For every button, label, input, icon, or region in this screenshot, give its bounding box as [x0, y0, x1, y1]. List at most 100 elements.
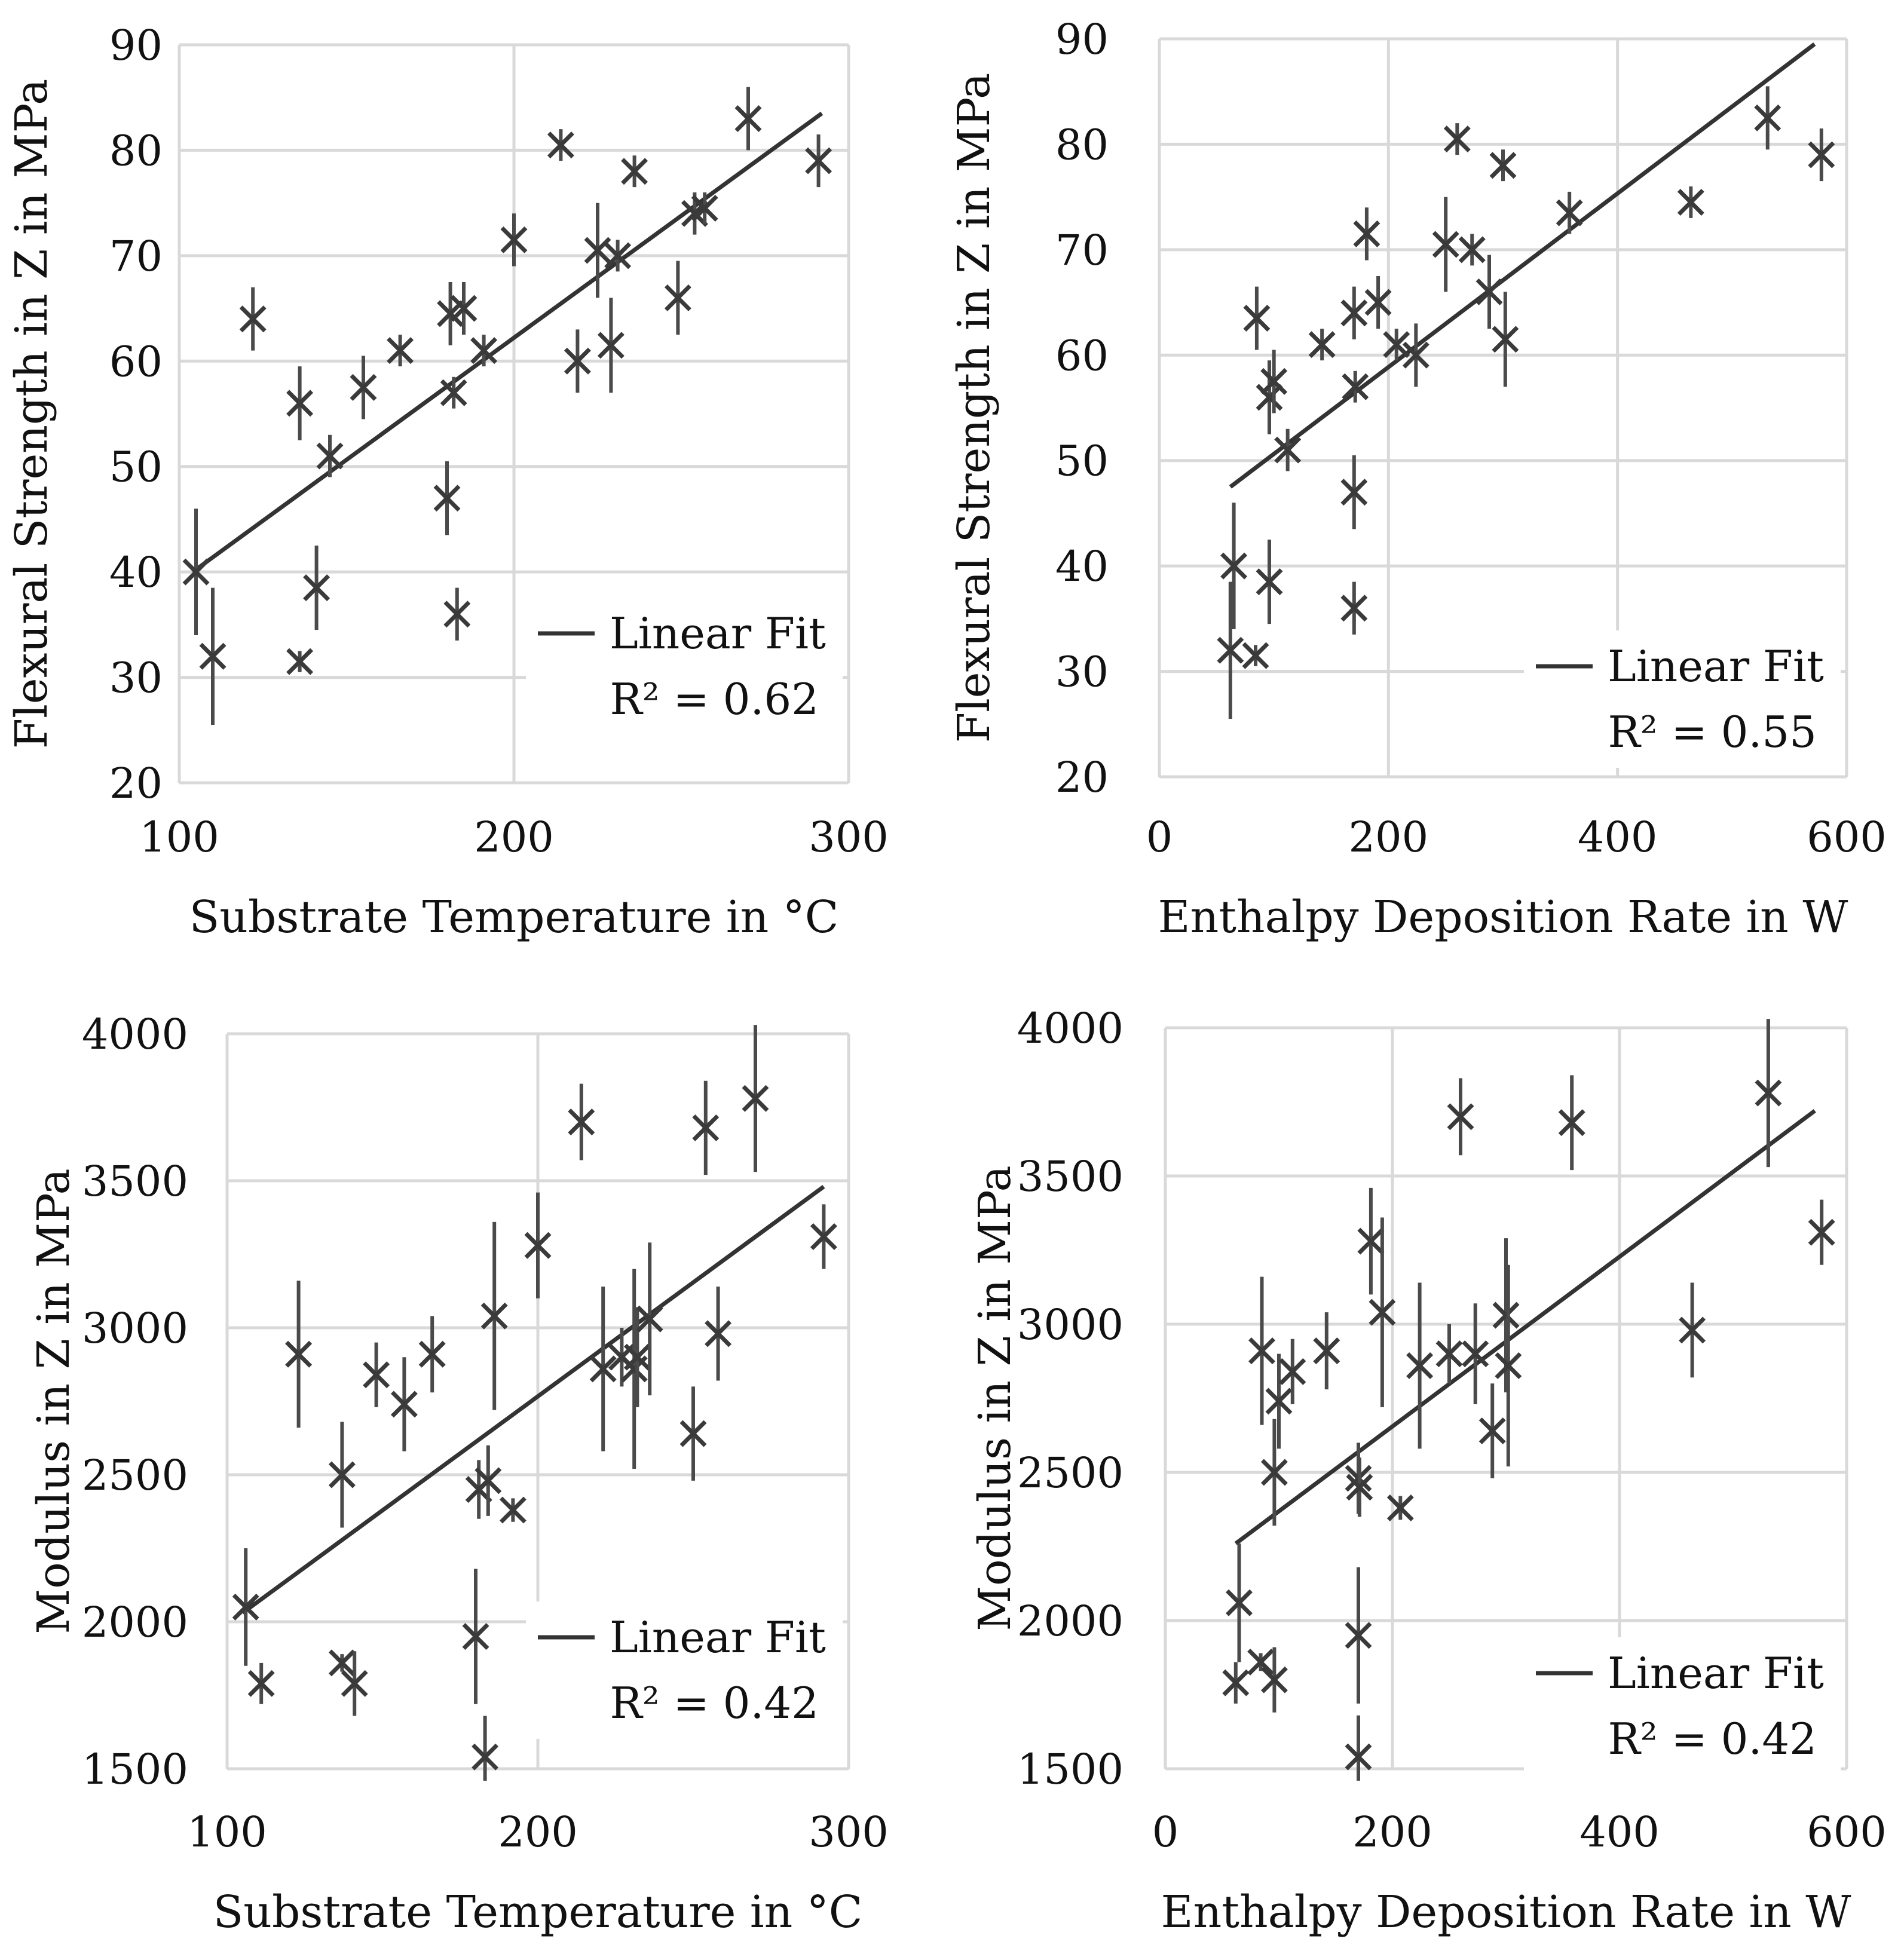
y-tick-label: 40: [109, 548, 163, 597]
data-point: [1443, 123, 1471, 155]
x-marker: [524, 1232, 552, 1259]
x-axis-title: Enthalpy Deposition Rate in W: [1158, 892, 1848, 943]
x-marker: [182, 558, 210, 586]
x-marker: [433, 485, 461, 512]
x-marker: [1279, 1358, 1306, 1385]
data-point: [341, 1651, 368, 1716]
data-point: [692, 1080, 720, 1175]
data-point: [247, 1662, 275, 1704]
data-point: [1313, 1312, 1340, 1390]
data-point: [182, 509, 210, 635]
data-point: [1492, 292, 1519, 387]
data-point: [1260, 350, 1288, 414]
data-point: [500, 213, 528, 267]
data-point: [568, 1083, 595, 1160]
x-marker: [1220, 552, 1248, 580]
x-marker: [440, 379, 467, 406]
x-marker: [1364, 289, 1392, 316]
data-point: [623, 1307, 651, 1407]
x-marker: [1558, 1109, 1585, 1137]
y-axis-title: Modulus in Z in MPa: [969, 1165, 1021, 1631]
x-marker: [1679, 1316, 1706, 1344]
r-squared-label: R² = 0.55: [1608, 707, 1817, 757]
r-squared-label: R² = 0.62: [610, 674, 819, 724]
data-point: [734, 87, 762, 151]
x-marker: [664, 284, 691, 311]
data-point: [1340, 286, 1368, 339]
linear-fit-line: [191, 111, 824, 574]
data-point: [1340, 581, 1368, 635]
data-point: [1308, 329, 1336, 361]
y-tick-label: 30: [1055, 648, 1109, 697]
data-point: [1808, 1199, 1835, 1265]
data-point: [470, 335, 498, 367]
data-point: [1556, 191, 1583, 234]
legend-label: Linear Fit: [610, 608, 826, 659]
x-marker: [1443, 125, 1471, 153]
x-marker: [418, 1340, 446, 1368]
data-point: [524, 1192, 552, 1298]
x-marker: [500, 226, 528, 253]
data-point: [1435, 1324, 1463, 1384]
y-axis-title: Flexural Strength in Z in MPa: [6, 79, 57, 749]
data-point: [664, 261, 691, 335]
x-tick-label: 200: [1352, 1808, 1432, 1857]
x-marker: [480, 1302, 508, 1330]
legend-background: [526, 598, 843, 735]
data-point: [433, 461, 461, 535]
chart-panel-2: 20 30 40 50 60 70 80 90 0 200 400 600 Enthalpy Depos…: [948, 15, 1887, 943]
y-axis-title: Flexural Strength in Z in MPa: [948, 73, 1000, 743]
data-point: [350, 356, 377, 419]
data-point: [691, 192, 718, 224]
y-tick-label: 2500: [82, 1451, 188, 1500]
legend-label: Linear Fit: [610, 1612, 826, 1662]
x-tick-label: 300: [809, 813, 889, 862]
data-point: [1478, 1383, 1506, 1478]
data-point: [1406, 1282, 1434, 1449]
x-marker: [1383, 331, 1410, 359]
y-tick-label: 2000: [1017, 1597, 1124, 1646]
y-tick-label: 3500: [82, 1157, 188, 1206]
x-marker: [350, 373, 377, 401]
data-point: [199, 587, 226, 725]
x-marker: [286, 390, 314, 417]
x-marker: [1260, 1459, 1288, 1486]
data-point: [1458, 234, 1486, 266]
data-point: [604, 240, 632, 272]
data-point: [1462, 1303, 1489, 1404]
data-point: [1243, 286, 1271, 350]
data-point: [1342, 370, 1369, 403]
linear-fit-line: [1229, 42, 1816, 489]
x-tick-label: 100: [139, 813, 219, 862]
x-marker: [232, 1593, 259, 1621]
x-marker: [1755, 1079, 1782, 1107]
x-marker: [1342, 373, 1369, 400]
data-point: [1679, 1282, 1706, 1378]
data-point: [1432, 197, 1459, 292]
data-point: [597, 298, 625, 393]
x-marker: [1432, 231, 1459, 258]
x-marker: [1313, 1337, 1340, 1365]
data-point: [1558, 1075, 1585, 1171]
data-point: [285, 1281, 313, 1428]
x-marker: [621, 158, 648, 185]
x-axis-title: Enthalpy Deposition Rate in W: [1161, 1886, 1851, 1938]
x-marker: [1402, 341, 1429, 369]
legend-background: [1524, 630, 1841, 768]
linear-fit-line: [1234, 1109, 1816, 1545]
x-marker: [363, 1361, 390, 1389]
x-marker: [1492, 326, 1519, 353]
y-axis-title: Modulus in Z in MPa: [28, 1168, 79, 1634]
legend-background: [1524, 1637, 1841, 1775]
data-point: [1265, 1353, 1293, 1449]
x-marker: [810, 1223, 837, 1250]
data-point: [328, 1422, 356, 1528]
x-marker: [1346, 1474, 1373, 1501]
data-point: [1489, 149, 1517, 182]
data-point: [547, 129, 574, 161]
x-marker: [1217, 636, 1244, 664]
x-marker: [1340, 299, 1368, 327]
y-tick-label: 60: [109, 337, 163, 386]
data-point: [472, 1716, 499, 1781]
data-point: [480, 1221, 508, 1410]
